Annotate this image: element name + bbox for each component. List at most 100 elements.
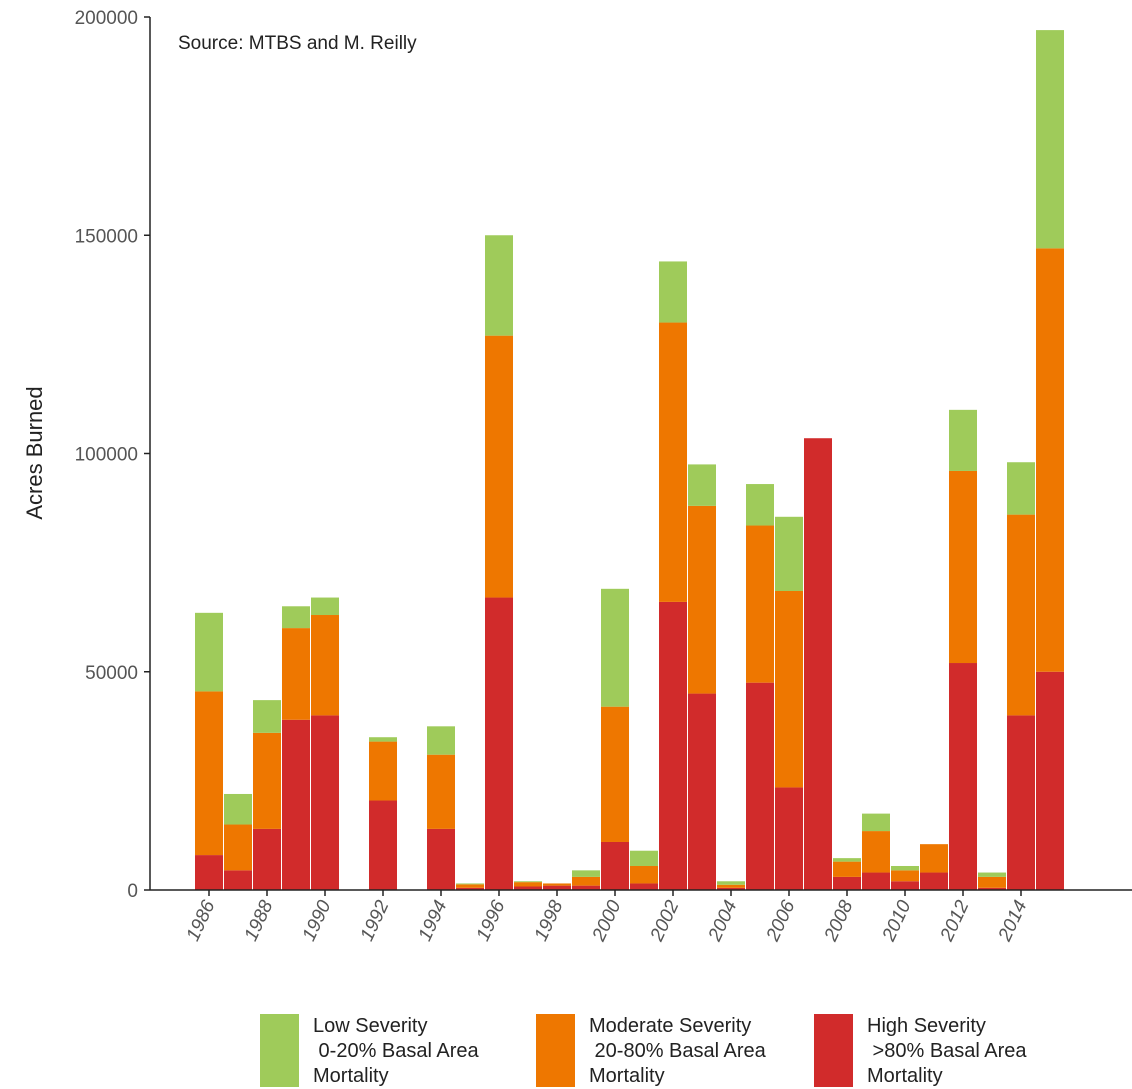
bar-segment-2001-low bbox=[630, 850, 658, 866]
bar-segment-1988-low bbox=[253, 700, 281, 733]
bar-segment-1990-low bbox=[311, 597, 339, 616]
bar-segment-2009-moderate bbox=[862, 831, 890, 873]
bar-segment-1997-moderate bbox=[514, 882, 542, 887]
bar-segment-2013-high bbox=[978, 887, 1006, 890]
x-tick-label: 2004 bbox=[704, 897, 741, 945]
bar-segment-1986-low bbox=[195, 612, 223, 692]
bar-segment-1996-low bbox=[485, 235, 513, 336]
legend-swatch bbox=[814, 1014, 853, 1087]
bar-segment-1986-moderate bbox=[195, 691, 223, 856]
bar-segment-2008-low bbox=[833, 858, 861, 862]
x-tick-label: 1992 bbox=[357, 897, 394, 945]
legend-swatch bbox=[260, 1014, 299, 1087]
x-tick-label: 2010 bbox=[878, 897, 916, 945]
bar-segment-1999-low bbox=[572, 870, 600, 877]
y-tick-label: 0 bbox=[127, 881, 138, 902]
bars-group bbox=[195, 30, 1064, 890]
x-ticks-group: 1986 1988 1990 1992 1994 1996 1998 2000 2002 2004… bbox=[183, 890, 1032, 945]
bar-segment-1988-moderate bbox=[253, 732, 281, 829]
legend-item: Moderate Severity 20-80% Basal Area Morta… bbox=[536, 1014, 767, 1087]
x-tick-label: 1990 bbox=[299, 897, 336, 945]
bar-segment-2012-high bbox=[949, 663, 977, 890]
bar-segment-1994-low bbox=[427, 726, 455, 755]
x-tick-label: 2006 bbox=[762, 897, 800, 945]
bar-segment-2002-low bbox=[659, 261, 687, 323]
bar-segment-2005-moderate bbox=[746, 525, 774, 683]
bar-segment-2002-high bbox=[659, 601, 687, 890]
bar-segment-2000-low bbox=[601, 588, 629, 707]
y-tick-label: 150000 bbox=[75, 226, 138, 247]
bar-segment-2010-moderate bbox=[891, 870, 919, 882]
bar-segment-1997-low bbox=[514, 881, 542, 883]
bar-segment-2003-moderate bbox=[688, 505, 716, 694]
bar-segment-2005-low bbox=[746, 484, 774, 526]
bar-segment-1995-high bbox=[456, 887, 484, 890]
x-tick-label: 1986 bbox=[183, 897, 220, 945]
bar-segment-2006-low bbox=[775, 516, 803, 591]
bar-segment-1996-moderate bbox=[485, 335, 513, 598]
bar-segment-1988-high bbox=[253, 828, 281, 890]
bar-segment-1997-high bbox=[514, 886, 542, 890]
x-tick-label: 1988 bbox=[241, 897, 278, 945]
bar-segment-2007-high bbox=[804, 438, 832, 890]
bar-segment-1998-moderate bbox=[543, 883, 571, 886]
bar-segment-2015-high bbox=[1036, 671, 1064, 890]
x-tick-label: 1996 bbox=[473, 897, 510, 945]
bar-segment-1992-low bbox=[369, 737, 397, 742]
bar-segment-1994-moderate bbox=[427, 754, 455, 829]
bar-segment-2011-high bbox=[920, 872, 948, 890]
bar-segment-2013-low bbox=[978, 872, 1006, 877]
bar-segment-2002-moderate bbox=[659, 322, 687, 602]
y-tick-label: 50000 bbox=[85, 663, 138, 684]
legend-item: Low Severity 0-20% Basal Area Mortality bbox=[260, 1014, 480, 1087]
bar-segment-1996-high bbox=[485, 597, 513, 890]
bar-segment-2015-moderate bbox=[1036, 248, 1064, 672]
bar-segment-1995-moderate bbox=[456, 884, 484, 888]
bar-segment-2001-moderate bbox=[630, 865, 658, 884]
bar-segment-2004-moderate bbox=[717, 884, 745, 888]
legend-label: Mortality bbox=[313, 1065, 389, 1087]
bar-segment-1990-moderate bbox=[311, 615, 339, 716]
bar-segment-2004-high bbox=[717, 887, 745, 890]
bar-segment-2011-moderate bbox=[920, 844, 948, 873]
bar-segment-1987-high bbox=[224, 870, 252, 890]
source-annotation: Source: MTBS and M. Reilly bbox=[178, 33, 417, 54]
legend-label: Mortality bbox=[867, 1065, 943, 1087]
bar-segment-2003-high bbox=[688, 693, 716, 890]
bar-segment-2012-moderate bbox=[949, 470, 977, 664]
bar-segment-2013-moderate bbox=[978, 876, 1006, 888]
bar-segment-2008-moderate bbox=[833, 861, 861, 877]
bar-segment-2008-high bbox=[833, 876, 861, 890]
y-ticks-group: 0 50000 100000 150000 200000 bbox=[75, 8, 150, 902]
legend: Low Severity 0-20% Basal AreaMortalityMo… bbox=[260, 1014, 1027, 1087]
bar-segment-1990-high bbox=[311, 715, 339, 890]
x-tick-label: 2000 bbox=[588, 897, 626, 945]
legend-label: >80% Basal Area bbox=[867, 1040, 1027, 1062]
bar-segment-2009-low bbox=[862, 813, 890, 832]
bar-segment-2001-high bbox=[630, 883, 658, 890]
legend-item: High Severity >80% Basal Area Mortality bbox=[814, 1014, 1027, 1087]
bar-segment-1986-high bbox=[195, 855, 223, 890]
bar-segment-2010-high bbox=[891, 881, 919, 890]
x-tick-label: 2014 bbox=[994, 897, 1031, 945]
bar-segment-2004-low bbox=[717, 881, 745, 885]
legend-label: 20-80% Basal Area bbox=[589, 1040, 767, 1062]
bar-segment-1992-moderate bbox=[369, 741, 397, 801]
x-tick-label: 1998 bbox=[531, 897, 568, 945]
y-tick-label: 100000 bbox=[75, 445, 138, 466]
legend-label: Moderate Severity bbox=[589, 1015, 751, 1037]
bar-segment-1992-high bbox=[369, 800, 397, 890]
bar-segment-1989-moderate bbox=[282, 628, 310, 720]
bar-segment-2014-moderate bbox=[1007, 514, 1035, 716]
bar-segment-2015-low bbox=[1036, 30, 1064, 249]
bar-segment-1987-low bbox=[224, 793, 252, 825]
x-tick-label: 1994 bbox=[415, 897, 452, 944]
legend-label: Low Severity bbox=[313, 1015, 428, 1037]
bar-segment-2014-low bbox=[1007, 462, 1035, 515]
legend-swatch bbox=[536, 1014, 575, 1087]
legend-label: Mortality bbox=[589, 1065, 665, 1087]
x-tick-label: 2012 bbox=[936, 897, 974, 945]
bar-segment-2009-high bbox=[862, 872, 890, 890]
bar-segment-2010-low bbox=[891, 865, 919, 871]
x-tick-label: 2002 bbox=[646, 897, 684, 945]
